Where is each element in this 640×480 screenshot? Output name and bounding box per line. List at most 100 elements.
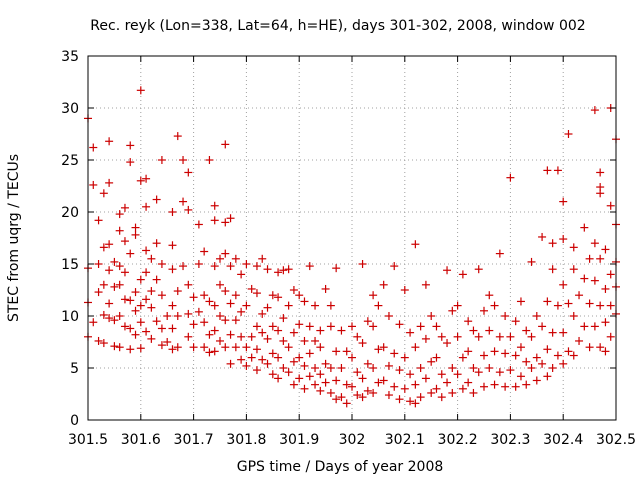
- data-point: [400, 286, 409, 294]
- data-point: [501, 382, 510, 391]
- data-point: [580, 274, 589, 283]
- data-point: [110, 342, 119, 351]
- data-point: [274, 293, 283, 302]
- data-point: [184, 309, 193, 318]
- data-point: [369, 291, 378, 300]
- data-point: [506, 332, 515, 341]
- y-tick-label: 15: [61, 257, 79, 273]
- data-point: [115, 312, 124, 320]
- data-point: [358, 339, 367, 348]
- data-point: [395, 320, 404, 329]
- data-point: [522, 357, 531, 366]
- data-point: [326, 322, 335, 331]
- data-point: [157, 324, 166, 333]
- data-point: [390, 382, 399, 391]
- x-tick-label: 301.9: [279, 432, 319, 448]
- data-point: [580, 223, 589, 232]
- data-point: [205, 156, 214, 164]
- data-point: [295, 320, 304, 329]
- data-point: [384, 361, 393, 370]
- data-point: [601, 284, 610, 293]
- data-point: [480, 306, 488, 315]
- data-point: [395, 366, 404, 375]
- data-point: [358, 260, 367, 268]
- data-point: [168, 265, 177, 274]
- data-point: [184, 332, 193, 341]
- data-point: [390, 262, 399, 271]
- data-point: [480, 351, 488, 360]
- data-point: [559, 359, 568, 368]
- data-point: [601, 318, 610, 327]
- data-point: [332, 376, 341, 385]
- data-point: [490, 380, 499, 389]
- data-point: [89, 180, 98, 189]
- data-point: [210, 201, 219, 210]
- data-point: [458, 353, 467, 362]
- data-point: [94, 288, 103, 297]
- data-point: [458, 270, 467, 279]
- data-point: [221, 218, 230, 227]
- y-axis-title: STEC from uqrg / TECUs: [6, 154, 22, 322]
- data-point: [142, 246, 151, 255]
- x-tick-label: 302: [339, 432, 366, 448]
- data-point: [152, 195, 161, 204]
- data-point: [136, 275, 145, 284]
- data-point: [501, 349, 510, 358]
- data-point: [596, 301, 605, 310]
- data-point: [469, 364, 478, 372]
- data-point: [99, 189, 108, 198]
- data-point: [221, 249, 230, 258]
- data-point: [363, 359, 372, 368]
- data-point: [511, 317, 520, 326]
- data-point: [284, 265, 293, 274]
- data-point: [231, 316, 240, 325]
- data-point: [173, 132, 182, 141]
- data-point: [495, 368, 504, 377]
- data-point: [247, 353, 256, 362]
- data-point: [427, 357, 436, 366]
- data-point: [105, 314, 114, 323]
- data-point: [538, 359, 547, 368]
- data-point: [474, 332, 483, 341]
- data-point: [474, 265, 483, 274]
- data-point: [284, 301, 293, 310]
- data-point: [495, 332, 504, 341]
- data-point: [596, 254, 605, 263]
- data-point: [120, 268, 129, 277]
- data-point: [464, 378, 473, 387]
- data-point: [237, 270, 246, 279]
- data-point: [221, 287, 230, 296]
- data-point: [136, 301, 145, 310]
- data-point: [110, 282, 119, 291]
- data-point: [305, 322, 314, 331]
- data-point: [136, 86, 145, 95]
- data-point: [337, 326, 346, 335]
- data-point: [94, 216, 103, 225]
- data-point: [596, 343, 605, 352]
- data-point: [543, 297, 552, 306]
- data-point: [168, 241, 177, 250]
- data-point: [147, 303, 156, 312]
- data-point: [231, 343, 240, 352]
- data-point: [216, 280, 224, 289]
- plot-frame: [87, 55, 617, 421]
- data-points: [84, 86, 620, 408]
- data-point: [406, 370, 415, 379]
- data-point: [590, 276, 599, 285]
- data-point: [210, 262, 219, 271]
- y-tick-label: 0: [70, 413, 79, 429]
- data-point: [200, 247, 209, 256]
- data-point: [136, 344, 145, 353]
- data-point: [411, 343, 420, 352]
- data-point: [548, 328, 557, 337]
- data-point: [374, 378, 383, 387]
- data-point: [469, 326, 478, 335]
- data-point: [358, 374, 367, 383]
- data-point: [311, 380, 320, 389]
- data-point: [585, 299, 594, 308]
- data-point: [379, 280, 388, 289]
- data-point: [226, 214, 235, 223]
- data-point: [511, 382, 520, 391]
- data-point: [284, 343, 293, 352]
- data-point: [189, 343, 198, 352]
